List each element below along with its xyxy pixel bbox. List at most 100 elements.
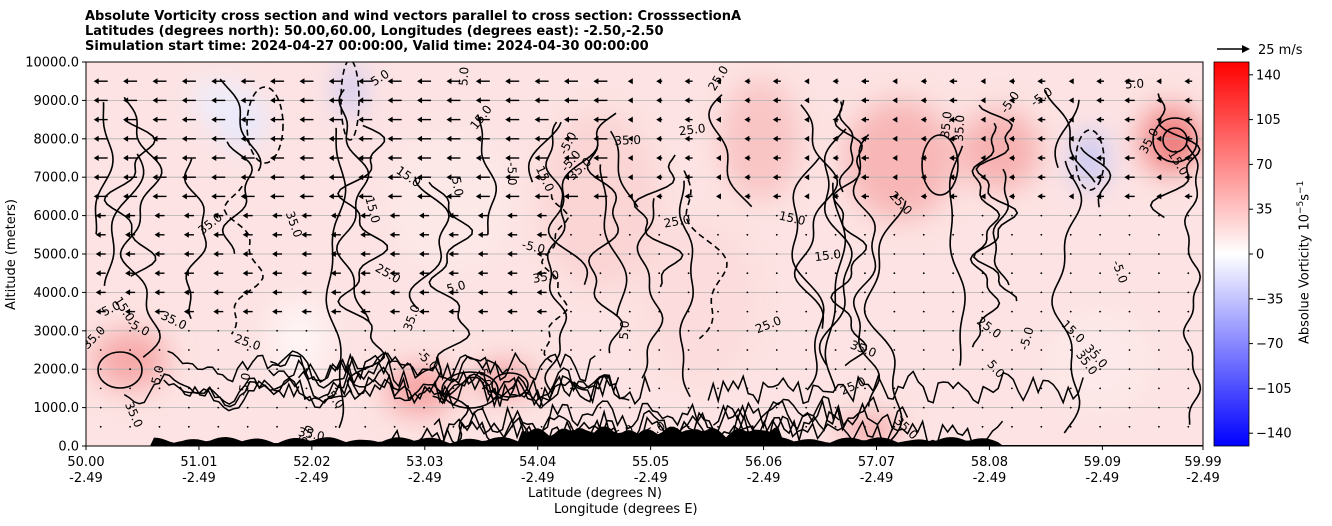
wind-vector <box>213 251 224 257</box>
wind-vector-dot <box>658 253 661 255</box>
wind-vector-dot <box>775 329 778 332</box>
wind-vector <box>1158 253 1160 255</box>
wind-vector <box>452 425 455 428</box>
wind-vector <box>417 193 432 200</box>
wind-vector <box>328 116 343 123</box>
contour-line <box>297 366 620 401</box>
wind-vector-dot <box>1099 425 1102 428</box>
wind-vector <box>152 155 167 161</box>
wind-vector-head <box>299 116 305 123</box>
wind-vector-head <box>1184 174 1190 181</box>
contour-label: 5.0 <box>149 364 167 386</box>
wind-vector <box>772 193 781 200</box>
wind-vector <box>1011 368 1013 371</box>
contour-loop <box>246 86 284 164</box>
wind-vector-head <box>980 193 986 200</box>
wind-vector <box>1124 155 1135 161</box>
contour-loop <box>491 372 529 398</box>
wind-vector-dot <box>1158 233 1160 236</box>
wind-vector-dot <box>981 349 984 351</box>
wind-vector <box>240 116 255 123</box>
wind-vector <box>687 291 690 294</box>
wind-vector-head <box>183 212 189 219</box>
wind-vector-dot <box>1011 253 1013 255</box>
wind-vector-head <box>95 289 101 296</box>
wind-vector <box>129 329 131 332</box>
wind-vector-head <box>417 78 423 85</box>
wind-vector <box>1037 193 1046 200</box>
wind-vector-head <box>593 97 599 104</box>
wind-vector <box>125 231 136 238</box>
wind-vector-dot <box>805 310 808 313</box>
wind-vector <box>507 289 518 296</box>
wind-vector <box>864 406 866 409</box>
wind-vector-dot <box>158 387 161 390</box>
wind-vector-dot <box>864 253 866 255</box>
wind-vector <box>505 116 520 123</box>
chart-title: Absolute Vorticity cross section and win… <box>85 9 741 54</box>
wind-vector-head <box>832 78 838 85</box>
wind-vector-dot <box>1069 272 1072 275</box>
wind-vector-head <box>744 155 750 161</box>
wind-vector-dot <box>570 233 572 236</box>
wind-vector <box>922 291 925 294</box>
wind-vector <box>684 174 693 181</box>
wind-vector <box>570 406 572 409</box>
wind-vector <box>949 193 958 200</box>
wind-vector <box>687 425 690 428</box>
wind-vector <box>334 329 337 332</box>
wind-vector-head <box>330 270 336 277</box>
wind-vector-dot <box>864 310 866 313</box>
wind-vector <box>1128 253 1131 255</box>
wind-vector <box>570 329 572 332</box>
wind-vector-dot <box>628 310 631 313</box>
wind-vector-head <box>154 212 160 219</box>
wind-vector <box>95 270 106 277</box>
wind-vector-head <box>477 289 483 296</box>
wind-vector <box>775 387 778 390</box>
wind-vector-dot <box>393 329 396 332</box>
wind-vector-dot <box>746 291 749 294</box>
wind-vector-head <box>328 78 334 85</box>
wind-vector <box>804 155 810 161</box>
wind-vector-head <box>505 135 511 142</box>
contour-line <box>432 374 609 408</box>
wind-vector <box>715 97 721 104</box>
wind-vector <box>746 272 749 275</box>
wind-vector <box>299 193 314 200</box>
wind-vector-head <box>270 155 276 161</box>
wind-vector-head <box>475 193 481 200</box>
wind-vector <box>656 193 663 200</box>
wind-vector-dot <box>1158 349 1160 351</box>
wind-vector <box>744 97 751 104</box>
wind-vector <box>834 425 837 428</box>
wind-vector-head <box>446 78 452 85</box>
wind-vector <box>1158 272 1160 275</box>
wind-vector <box>715 116 721 123</box>
wind-vector-dot <box>1011 233 1013 236</box>
wind-vector-head <box>656 78 662 85</box>
wind-vector <box>687 233 690 236</box>
wind-vector <box>1128 214 1131 217</box>
wind-vector-head <box>534 135 540 142</box>
wind-vector-dot <box>1128 310 1131 313</box>
wind-vector <box>628 253 631 255</box>
wind-vector <box>864 272 866 275</box>
wind-vector-head <box>301 270 307 277</box>
y-axis: 0.01000.02000.03000.04000.05000.06000.07… <box>25 56 86 455</box>
wind-vector-head <box>949 135 955 142</box>
wind-vector <box>154 212 165 219</box>
wind-vector <box>1158 368 1160 371</box>
wind-vector-head <box>920 193 926 200</box>
wind-vector-dot <box>129 406 131 409</box>
wind-vector-head <box>860 193 866 200</box>
wind-vector <box>540 329 543 332</box>
wind-vector <box>1011 387 1013 390</box>
wind-vector <box>775 214 778 217</box>
wind-vector-head <box>328 193 334 200</box>
wind-vector-dot <box>775 310 778 313</box>
contour-line <box>103 119 157 277</box>
wind-vector-head <box>1184 193 1190 200</box>
wind-vector <box>417 174 432 181</box>
wind-vector-dot <box>1069 310 1072 313</box>
